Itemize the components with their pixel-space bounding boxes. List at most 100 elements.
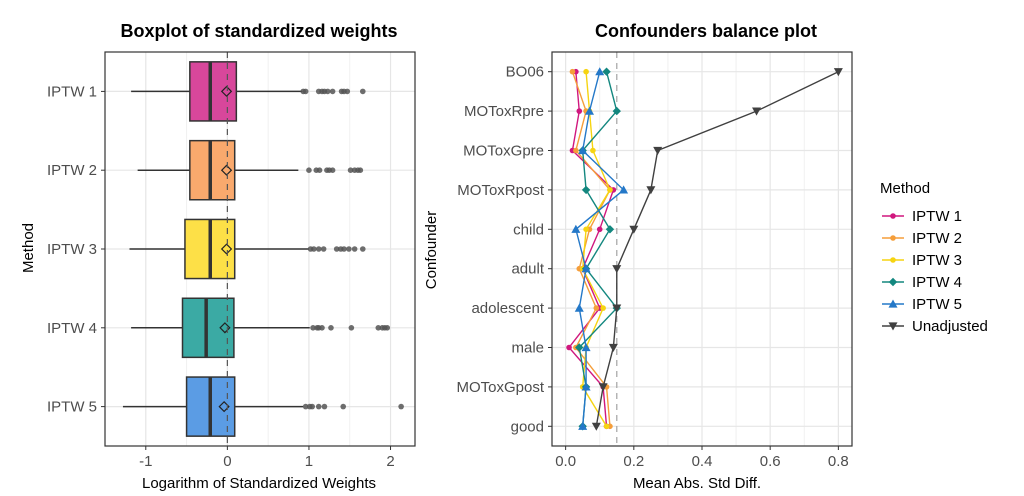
- data-point: [581, 185, 591, 195]
- data-point: [596, 226, 603, 233]
- outlier-point: [357, 167, 364, 173]
- x-tick-label: 2: [386, 453, 394, 470]
- right-y-axis-title: Confounder: [423, 211, 440, 289]
- data-point: [590, 147, 596, 154]
- series-line: [595, 71, 839, 427]
- y-tick-label: adolescent: [471, 300, 544, 317]
- y-tick-label: good: [511, 418, 544, 435]
- right-chart-title: Confounders balance plot: [595, 21, 817, 41]
- data-point: [578, 421, 588, 430]
- data-point: [583, 226, 589, 233]
- outlier-point: [347, 167, 354, 173]
- outlier-point: [351, 246, 358, 252]
- legend-label: IPTW 4: [912, 274, 962, 291]
- outlier-point: [340, 403, 347, 410]
- outlier-point: [375, 325, 382, 331]
- legend-label: IPTW 2: [912, 230, 962, 247]
- mean-marker: [219, 322, 231, 334]
- outlier-point: [320, 246, 327, 252]
- data-point: [591, 422, 601, 431]
- outlier-point: [359, 246, 366, 252]
- data-point: [602, 67, 611, 76]
- box-3: [129, 218, 366, 280]
- x-tick-label: 1: [305, 453, 313, 470]
- data-point: [833, 68, 843, 77]
- data-point: [583, 68, 589, 75]
- left-plot-panel: -1 0 1 2 IPTW 1 IPTW 2 IPTW 3 IPTW 4 IPTW 5: [47, 51, 416, 470]
- series-iptw-3: [579, 68, 613, 430]
- x-tick-label: 0.8: [828, 453, 849, 470]
- data-point: [612, 106, 621, 116]
- box-5: [122, 376, 404, 437]
- right-plot-panel: 0.0 0.2 0.4 0.6 0.8 BO06 MOToxRpre MOToxGpre MOT…: [456, 51, 853, 470]
- x-tick-label: 0: [223, 453, 231, 470]
- data-point: [578, 146, 588, 155]
- outlier-point: [315, 246, 322, 252]
- data-point: [593, 305, 600, 311]
- data-point: [629, 225, 639, 234]
- outlier-point: [328, 325, 334, 331]
- legend-item-iptw-5: IPTW 5: [882, 296, 962, 313]
- data-point: [619, 185, 629, 194]
- legend-item-iptw-3: IPTW 3: [882, 252, 962, 269]
- mean-marker: [220, 164, 233, 176]
- outlier-point: [329, 167, 336, 173]
- outlier-point: [341, 246, 347, 252]
- legend-item-iptw-2: IPTW 2: [882, 230, 962, 247]
- right-x-axis-title: Mean Abs. Std Diff.: [633, 475, 761, 492]
- data-point: [571, 224, 581, 233]
- left-chart-title: Boxplot of standardized weights: [120, 21, 397, 41]
- data-point: [576, 108, 583, 114]
- legend-swatch-marker: [888, 277, 898, 287]
- legend-item-unadjusted: Unadjusted: [882, 318, 988, 335]
- series-line: [581, 71, 611, 427]
- legend-label: IPTW 3: [912, 252, 962, 269]
- outlier-point: [344, 88, 351, 95]
- series-line: [575, 71, 625, 427]
- y-tick-label: MOToxGpre: [463, 143, 544, 160]
- legend-swatch-marker: [890, 213, 896, 219]
- outlier-point: [316, 167, 323, 173]
- y-tick-label: BO06: [506, 64, 544, 81]
- outlier-point: [329, 88, 336, 95]
- legend-swatch-marker: [888, 322, 898, 331]
- legend-swatch-marker: [888, 299, 898, 308]
- data-point: [646, 186, 656, 195]
- data-point: [612, 265, 622, 274]
- outlier-point: [319, 325, 325, 331]
- outlier-point: [302, 88, 309, 95]
- y-tick-label: IPTW 4: [47, 320, 97, 337]
- legend-swatch-marker: [890, 257, 896, 263]
- outlier-point: [348, 325, 355, 331]
- y-tick-label: IPTW 5: [47, 399, 97, 416]
- series-unadjusted: [591, 68, 843, 431]
- data-point: [607, 187, 613, 193]
- data-point: [595, 67, 605, 76]
- data-point: [574, 303, 584, 312]
- y-tick-label: IPTW 3: [47, 241, 97, 258]
- y-tick-label: IPTW 1: [47, 83, 97, 100]
- outlier-point: [324, 88, 331, 95]
- legend-item-iptw-1: IPTW 1: [882, 208, 962, 225]
- y-tick-label: MOToxGpost: [456, 379, 544, 396]
- outlier-point: [306, 167, 312, 173]
- x-tick-label: 0.0: [555, 453, 576, 470]
- data-point: [581, 264, 591, 273]
- legend: IPTW 1 IPTW 2 IPTW 3 IPTW 4 IPTW 5 Unadjusted: [882, 208, 988, 335]
- data-point: [581, 382, 591, 391]
- outlier-point: [346, 246, 352, 252]
- x-tick-label: -1: [139, 453, 152, 470]
- outlier-point: [315, 403, 322, 410]
- y-tick-label: MOToxRpre: [464, 103, 544, 120]
- data-point: [612, 304, 622, 313]
- outlier-point: [359, 88, 366, 95]
- x-tick-label: 0.6: [760, 453, 781, 470]
- y-tick-label: child: [513, 221, 544, 238]
- series-iptw-5: [571, 67, 629, 430]
- data-point: [600, 305, 606, 311]
- y-tick-label: IPTW 2: [47, 162, 97, 179]
- data-point: [573, 147, 579, 154]
- legend-label: Unadjusted: [912, 318, 988, 335]
